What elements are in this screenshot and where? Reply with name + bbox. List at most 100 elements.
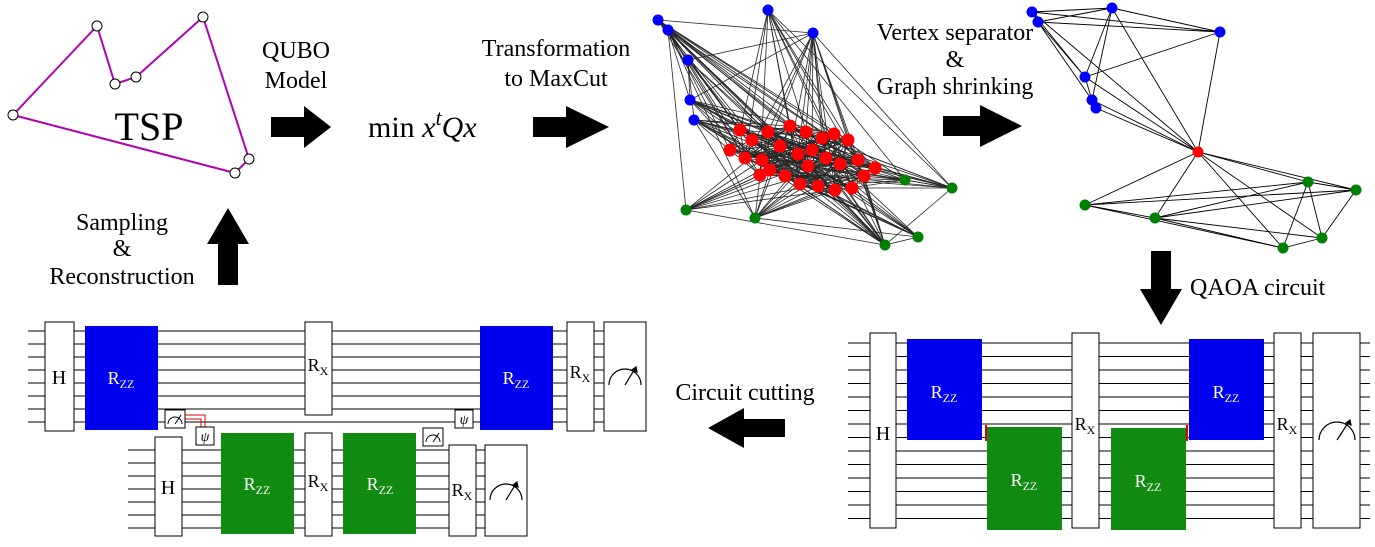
up-arrow-icon xyxy=(207,208,249,285)
formula-x: x xyxy=(421,111,436,144)
graph-edge xyxy=(767,32,814,133)
graph-node-red xyxy=(723,143,737,157)
graph-node-green xyxy=(1316,232,1328,244)
qaoa-circuit: H RZZ RZZ RX RZZ RZZ RX xyxy=(848,332,1370,530)
graph-node-blue xyxy=(1106,2,1118,14)
rx-r: R xyxy=(1277,414,1289,434)
psi-prep-icon: ψ xyxy=(460,413,469,428)
rx-label: RX xyxy=(308,471,329,494)
rx-label: RX xyxy=(1277,414,1298,437)
graph-node-blue xyxy=(1214,26,1226,38)
graph-edge xyxy=(1084,204,1284,249)
rx-label: RX xyxy=(1075,414,1096,437)
qubo-formula: min xtQx xyxy=(368,105,477,144)
graph-edge xyxy=(1091,99,1199,153)
rzz-label: RZZ xyxy=(931,382,958,405)
graph-edge xyxy=(1154,151,1199,219)
graph-edge xyxy=(1197,151,1323,239)
cut-circuit-lower: ψ H RZZ RX RZZ RX xyxy=(128,426,528,537)
graph-edge xyxy=(761,139,849,161)
sampling-label-line3: Reconstruction xyxy=(49,264,194,290)
graph-node-green xyxy=(1277,242,1289,254)
graph-node-red xyxy=(778,169,792,183)
graph-edge xyxy=(904,179,953,189)
sampling-label-line1: Sampling xyxy=(76,210,168,236)
shrunk-edges xyxy=(1031,7,1357,249)
formula-transpose: t xyxy=(436,105,443,130)
graph-node-red xyxy=(805,143,819,157)
psi-prep-icon: ψ xyxy=(201,430,210,445)
graph-node-red xyxy=(819,151,833,165)
rzz-r: R xyxy=(244,474,256,494)
graph-edge xyxy=(1037,21,1221,33)
graph-node-blue xyxy=(682,54,694,66)
graph-edge xyxy=(685,159,859,211)
graph-edge xyxy=(1084,181,1309,206)
graph-edge xyxy=(863,175,886,246)
meter-icon xyxy=(1318,418,1356,441)
qubo-label-line1: QUBO xyxy=(262,38,330,64)
measurement-gate xyxy=(484,444,528,537)
graph-node-green xyxy=(1350,184,1362,196)
graph-edge xyxy=(884,236,919,246)
rzz-sub: ZZ xyxy=(379,483,394,497)
graph-edge xyxy=(1321,189,1357,239)
measurement-gate xyxy=(603,321,647,432)
graph-edge xyxy=(884,187,953,246)
graph-edge xyxy=(797,153,906,181)
graph-node-red xyxy=(811,179,825,193)
graph-edge xyxy=(1084,151,1199,206)
qubo-label-line2: Model xyxy=(265,68,328,94)
graph-edge xyxy=(754,175,865,219)
graph-edge xyxy=(1084,31,1221,78)
graph-edge xyxy=(1031,11,1199,153)
graph-edge xyxy=(667,29,691,101)
psi-prep xyxy=(195,426,215,446)
graph-node-green xyxy=(879,239,891,251)
graph-node-blue xyxy=(762,4,774,16)
graph-node-red xyxy=(761,125,775,139)
cut-circuit-upper: H RZZ RX RZZ RX ψ xyxy=(28,321,647,432)
graph-node-red xyxy=(753,168,767,182)
graph-node-green xyxy=(1149,212,1161,224)
tsp-city xyxy=(243,153,255,165)
rzz-r: R xyxy=(367,474,379,494)
graph-node-blue xyxy=(652,14,664,26)
graph-edge xyxy=(685,125,791,211)
right-arrow-icon xyxy=(943,105,1022,147)
sampling-label-line2: & xyxy=(113,236,132,262)
hadamard-label: H xyxy=(876,423,890,445)
formula-min: min xyxy=(368,111,422,144)
rx-gate xyxy=(304,321,333,416)
left-arrow-icon xyxy=(708,408,785,448)
rx-gate xyxy=(1273,332,1302,529)
graph-edge xyxy=(1031,7,1113,13)
graph-edge xyxy=(784,175,953,189)
graph-edge xyxy=(754,185,819,219)
graph-edge xyxy=(1084,7,1113,78)
rzz-sub: ZZ xyxy=(1023,479,1038,493)
hadamard-gate xyxy=(44,321,75,432)
graph-node-red xyxy=(833,157,847,171)
graph-edge xyxy=(767,131,906,181)
graph-edge xyxy=(657,19,807,133)
graph-edge xyxy=(807,165,853,189)
rx-gate xyxy=(566,321,595,432)
rx-gate xyxy=(1071,332,1100,529)
rx-r: R xyxy=(1075,414,1087,434)
graph-edge xyxy=(685,159,763,211)
graph-node-red xyxy=(857,169,871,183)
graph-node-blue xyxy=(1079,71,1091,83)
graph-edge xyxy=(657,19,906,181)
rzz-gate-blue xyxy=(907,339,982,440)
graph-edge xyxy=(1197,151,1284,249)
rzz-r: R xyxy=(503,368,515,388)
rzz-label: RZZ xyxy=(1213,382,1240,405)
graph-node-green xyxy=(680,204,692,216)
cutting-label: Circuit cutting xyxy=(675,380,814,406)
graph-node-green xyxy=(1302,176,1314,188)
classical-wire xyxy=(185,414,206,427)
rx-sub: X xyxy=(464,489,473,503)
graph-node-red xyxy=(745,133,759,147)
rx-sub: X xyxy=(1087,423,1096,437)
